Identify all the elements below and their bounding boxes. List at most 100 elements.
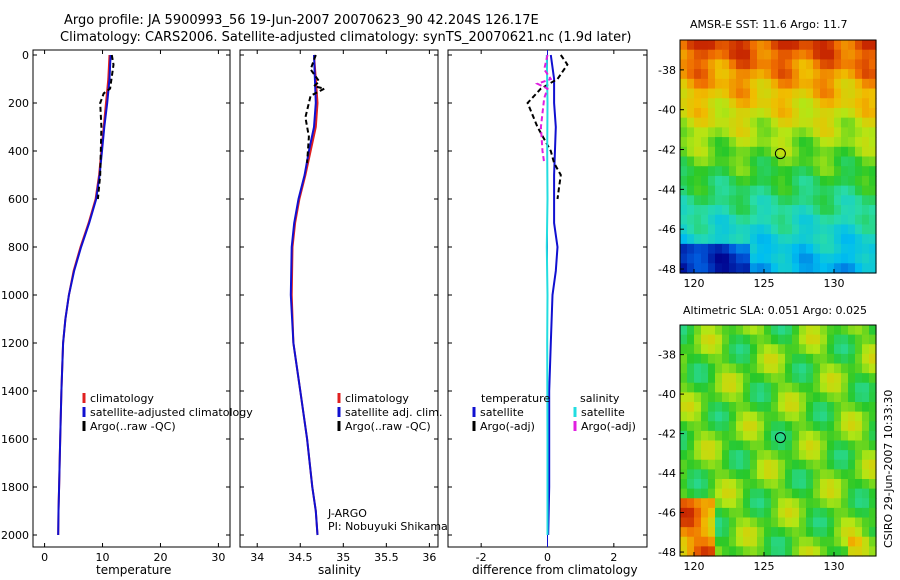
sst_map-cell bbox=[722, 224, 730, 235]
sla_map-cell bbox=[834, 421, 842, 432]
sst_map-cell bbox=[806, 195, 814, 206]
sla_map-cell bbox=[771, 469, 779, 480]
sst_map-cell bbox=[757, 185, 765, 196]
sla_map-cell bbox=[750, 469, 758, 480]
sla_map-cell bbox=[820, 430, 828, 442]
sst_map-cell bbox=[869, 156, 877, 167]
sla_map-cell bbox=[862, 325, 870, 336]
sst_map-cell bbox=[708, 98, 716, 109]
sla_map-cell bbox=[715, 411, 723, 422]
sst_map-cell bbox=[869, 146, 877, 158]
sla_map-cell bbox=[687, 344, 695, 355]
sst_map-cell bbox=[806, 156, 814, 167]
sla_map-cell bbox=[687, 479, 695, 490]
sla_map-cell bbox=[680, 459, 688, 470]
sst_map-cell bbox=[743, 78, 751, 90]
sst_map-cell bbox=[792, 175, 800, 187]
sla_map-cell bbox=[680, 382, 688, 393]
sla_map-cell bbox=[708, 440, 716, 451]
sst_map-cell bbox=[799, 243, 807, 255]
sst_map-cell bbox=[778, 263, 786, 274]
sst_map-cell bbox=[834, 166, 842, 177]
sst_map-cell bbox=[715, 49, 723, 61]
sst_map-cell bbox=[743, 127, 751, 138]
sst_map-cell bbox=[708, 205, 716, 216]
sst_map-cell bbox=[869, 214, 877, 226]
sla_map-cell bbox=[834, 440, 842, 451]
sla_map-cell bbox=[841, 450, 849, 461]
sst_map-cell bbox=[869, 78, 877, 90]
sla_map-cell bbox=[757, 469, 765, 480]
sst_map-cell bbox=[729, 224, 737, 235]
sst_map-cell bbox=[694, 49, 702, 61]
sla_map-cell bbox=[736, 421, 744, 432]
sla_map-cell bbox=[813, 479, 821, 490]
sst_map-cell bbox=[869, 40, 877, 51]
sla_map-cell bbox=[855, 527, 863, 538]
sla_map-cell bbox=[806, 392, 814, 403]
temperature-ytick-label: 400 bbox=[8, 145, 29, 158]
sla_map-cell bbox=[701, 344, 709, 355]
sst_map-cell bbox=[848, 253, 856, 264]
sla_map-cell bbox=[715, 536, 723, 547]
sst_map-cell bbox=[785, 49, 793, 61]
sst_map-cell bbox=[771, 49, 779, 61]
sst_map-cell bbox=[778, 107, 786, 119]
sst_map-cell bbox=[708, 166, 716, 177]
sla_map-xtick-label: 130 bbox=[824, 560, 845, 573]
sst_map-cell bbox=[680, 263, 688, 274]
sla_map-cell bbox=[771, 411, 779, 422]
sst_map-cell bbox=[729, 59, 737, 70]
sst_map-cell bbox=[778, 224, 786, 235]
sla_map-cell bbox=[715, 507, 723, 519]
sst_map-cell bbox=[722, 175, 730, 187]
sla_map-cell bbox=[869, 527, 877, 538]
sla_map-cell bbox=[743, 507, 751, 519]
sst_map-cell bbox=[715, 253, 723, 264]
sla_map-cell bbox=[869, 430, 877, 442]
sst_map-cell bbox=[750, 146, 758, 158]
sst_map-cell bbox=[841, 263, 849, 274]
sst_map-cell bbox=[722, 107, 730, 119]
sst_map-cell bbox=[820, 205, 828, 216]
sst_map-cells bbox=[680, 40, 877, 274]
sla_map-cell bbox=[785, 498, 793, 509]
legend-diff-temperature-header: temperature bbox=[481, 392, 550, 405]
sla_map-cell bbox=[701, 498, 709, 509]
sst_map-cell bbox=[841, 127, 849, 138]
sla_map-cell bbox=[680, 479, 688, 490]
sst_map-cell bbox=[722, 263, 730, 274]
difference-xlabel: difference from climatology bbox=[472, 563, 638, 577]
sla_map-cell bbox=[680, 334, 688, 345]
sst_map-cell bbox=[785, 69, 793, 80]
sst_map-cell bbox=[750, 137, 758, 148]
sla_map-cell bbox=[820, 363, 828, 374]
sla_map-cell bbox=[806, 411, 814, 422]
sst_map-ytick-label: -44 bbox=[658, 183, 676, 196]
sla_map-cell bbox=[806, 382, 814, 393]
sst_map-cell bbox=[827, 243, 835, 255]
sst_map-cell bbox=[757, 117, 765, 128]
sst_map-cell bbox=[764, 98, 772, 109]
sst_map-cell bbox=[778, 88, 786, 99]
sla_map-cell bbox=[757, 536, 765, 547]
sla_map-cell bbox=[869, 507, 877, 519]
sla_map-cell bbox=[820, 344, 828, 355]
sst_map-cell bbox=[750, 156, 758, 167]
sla_map-cell bbox=[750, 430, 758, 442]
sla_map-cell bbox=[701, 363, 709, 374]
sst_map-ytick-label: -42 bbox=[658, 144, 676, 157]
sst_map-cell bbox=[750, 185, 758, 196]
legend-diff-temp-satellite: satellite bbox=[480, 406, 524, 419]
sla_map-cell bbox=[750, 402, 758, 413]
sst_map-cell bbox=[729, 127, 737, 138]
sla_map-cell bbox=[848, 488, 856, 499]
sst_map-cell bbox=[764, 234, 772, 245]
sst_map-cell bbox=[813, 185, 821, 196]
sla_map-cell bbox=[820, 382, 828, 393]
sst_map-cell bbox=[855, 78, 863, 90]
sst_map-cell bbox=[736, 69, 744, 80]
sla_map-cell bbox=[694, 382, 702, 393]
salinity-series-2 bbox=[304, 54, 328, 164]
sst_map-cell bbox=[757, 214, 765, 226]
